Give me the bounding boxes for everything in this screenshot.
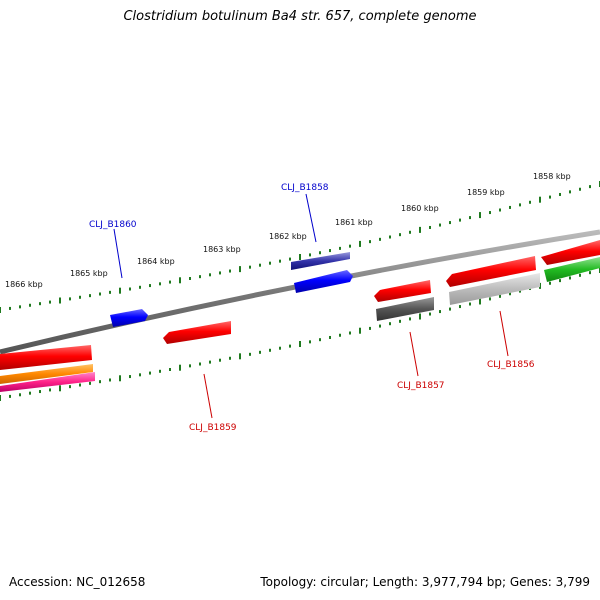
map-title: Clostridium botulinum Ba4 str. 657, comp…: [123, 9, 477, 24]
gene-label-CLJ_B1856[interactable]: CLJ_B1856: [487, 360, 535, 370]
gene-label-CLJ_B1858[interactable]: CLJ_B1858: [281, 183, 329, 193]
scale-label: 1859 kbp: [467, 188, 505, 197]
label-leader: [305, 193, 317, 243]
accession-text: Accession: NC_012658: [9, 575, 146, 589]
label-leader: [203, 373, 213, 419]
scale-label: 1865 kbp: [70, 269, 108, 278]
scale-label: 1864 kbp: [137, 257, 175, 266]
genome-summary-text: Topology: circular; Length: 3,977,794 bp…: [260, 575, 590, 589]
gene-plus-upper-right[interactable]: [541, 240, 600, 282]
scale-label: 1858 kbp: [533, 172, 571, 181]
gene-CLJ_B1860[interactable]: [110, 309, 148, 327]
gene-left-edge-stack[interactable]: [0, 345, 95, 392]
label-leader: [113, 228, 123, 279]
gene-CLJ_B1858[interactable]: [291, 252, 353, 293]
label-leader: [409, 331, 419, 377]
gene-CLJ_B1856[interactable]: [446, 256, 540, 305]
gene-label-CLJ_B1860[interactable]: CLJ_B1860: [89, 220, 137, 230]
label-leader: [499, 310, 509, 357]
gene-CLJ_B1857[interactable]: [374, 280, 434, 321]
scale-ticks-minus: [0, 267, 600, 401]
scale-label: 1861 kbp: [335, 218, 373, 227]
scale-label: 1863 kbp: [203, 245, 241, 254]
scale-ticks-plus: [0, 181, 600, 313]
scale-label: 1860 kbp: [401, 204, 439, 213]
gene-label-CLJ_B1857[interactable]: CLJ_B1857: [397, 381, 445, 391]
scale-label: 1866 kbp: [5, 280, 43, 289]
gene-label-CLJ_B1859[interactable]: CLJ_B1859: [189, 423, 237, 433]
scale-label: 1862 kbp: [269, 232, 307, 241]
gene-CLJ_B1859[interactable]: [163, 321, 231, 344]
